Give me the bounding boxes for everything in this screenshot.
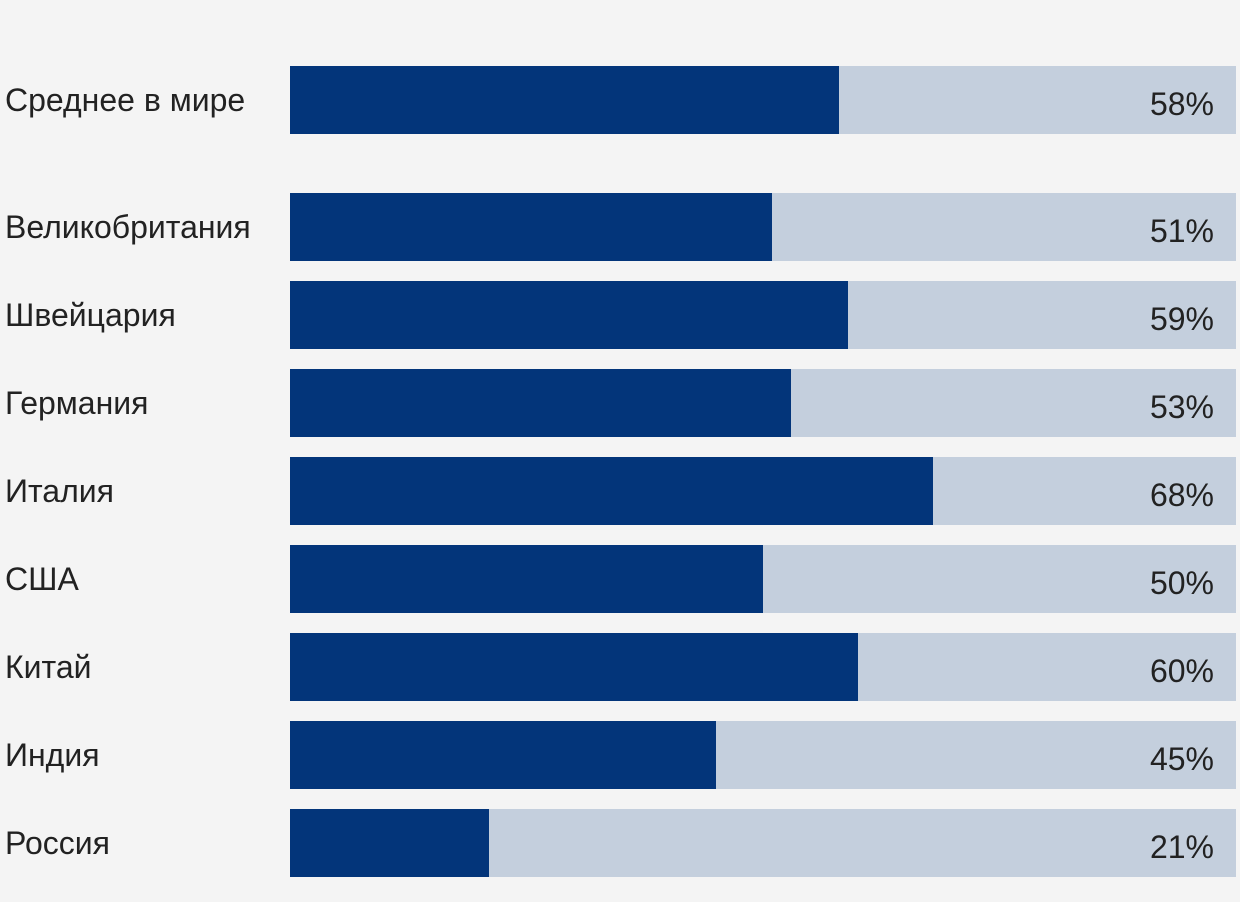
bar-track: 58% (290, 66, 1236, 134)
category-label: Индия (5, 737, 100, 773)
value-label: 68% (1149, 477, 1214, 513)
bar (290, 545, 763, 613)
value-label: 51% (1149, 213, 1214, 249)
bar (290, 457, 934, 525)
bar-track: 45% (290, 721, 1236, 789)
bar (290, 66, 839, 134)
bar-track: 21% (290, 809, 1236, 877)
category-label: Италия (5, 473, 114, 509)
category-label: Швейцария (5, 297, 176, 333)
value-label: 60% (1149, 653, 1214, 689)
value-label: 21% (1149, 829, 1214, 865)
category-label: США (5, 561, 79, 597)
value-label: 53% (1149, 389, 1214, 425)
bar-track: 60% (290, 633, 1236, 701)
category-label: Среднее в мире (5, 82, 246, 118)
bar-track: 68% (290, 457, 1236, 525)
bar (290, 369, 792, 437)
bar-track: 53% (290, 369, 1236, 437)
bar (290, 633, 858, 701)
bar-track: 51% (290, 193, 1236, 261)
category-label: Германия (5, 385, 149, 421)
bar (290, 809, 489, 877)
category-label: Россия (5, 825, 110, 861)
bar (290, 721, 716, 789)
category-label: Китай (5, 649, 92, 685)
value-label: 50% (1149, 565, 1214, 601)
value-label: 59% (1149, 301, 1214, 337)
bar (290, 281, 849, 349)
value-label: 45% (1149, 741, 1214, 777)
bar-track: 50% (290, 545, 1236, 613)
value-label: 58% (1149, 86, 1214, 122)
bar (290, 193, 773, 261)
bar-track: 59% (290, 281, 1236, 349)
category-label: Великобритания (5, 209, 251, 245)
